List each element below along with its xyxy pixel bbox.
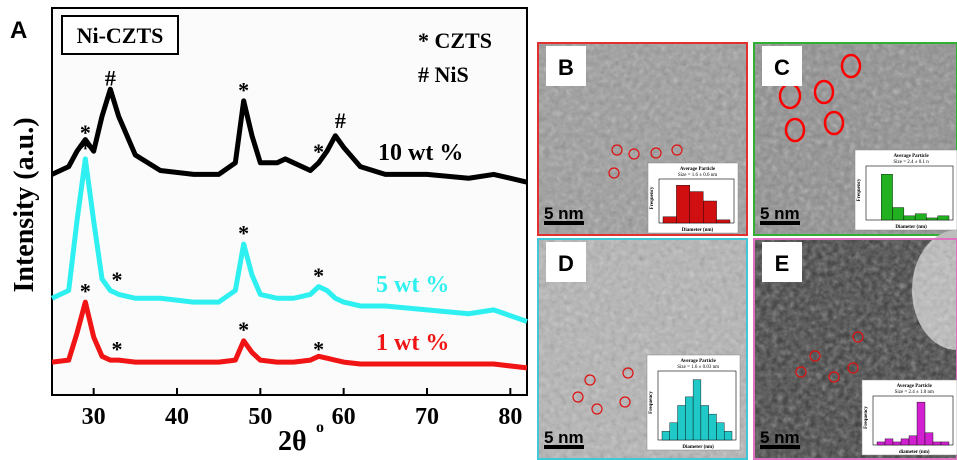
peak-marker: *: [313, 337, 324, 362]
scale-bar-label: 5 nm: [760, 204, 800, 223]
key-entry: * CZTS: [418, 28, 492, 53]
inset-bar: [685, 396, 694, 441]
inset-bar: [914, 213, 927, 221]
panel-label: C: [774, 55, 790, 80]
scale-bar-label: 5 nm: [760, 428, 800, 447]
inset-bar: [903, 215, 916, 221]
inset-bar: [703, 200, 717, 224]
inset-title: Average Particle: [680, 167, 716, 172]
inset-title: Average Particle: [897, 384, 933, 389]
inset-x-label: diameter (nm): [899, 450, 930, 455]
peak-marker: *: [313, 139, 324, 164]
inset-bar: [716, 219, 731, 224]
inset-bar: [884, 438, 894, 446]
inset-bar: [876, 441, 886, 446]
inset-x-label: Diameter (nm): [895, 225, 927, 230]
y-axis-title: Intensity (a.u.): [9, 117, 40, 292]
inset-bar: [881, 174, 893, 221]
inset-subtitle: Size = 1.6 ± 0.03 nm: [677, 365, 719, 370]
inset-bar: [892, 441, 902, 446]
peak-marker: *: [80, 279, 91, 304]
inset-title: Average Particle: [680, 359, 716, 364]
peak-marker: *: [112, 267, 123, 292]
inset-bar: [669, 422, 678, 441]
key-entry: # NiS: [418, 62, 469, 87]
x-axis-title: 2θ: [278, 426, 307, 457]
peak-marker: *: [112, 337, 123, 362]
panel-label: A: [10, 17, 27, 44]
inset-subtitle: Size = 2.4 ± 1.0 nm: [895, 390, 934, 395]
inset-bar: [689, 191, 704, 224]
x-tick-label: 70: [415, 404, 439, 430]
peak-marker: *: [80, 135, 91, 160]
inset-bar: [908, 435, 918, 446]
inset-bar: [662, 216, 677, 224]
inset-subtitle: Size = 2.4 ± 0.1 n: [893, 160, 929, 165]
inset-bar: [692, 379, 702, 441]
box-title: Ni-CZTS: [77, 23, 164, 48]
peak-marker: *: [313, 263, 324, 288]
series-label: 5 wt %: [376, 272, 449, 298]
scale-bar-label: 5 nm: [544, 204, 584, 223]
inset-bar: [916, 401, 926, 446]
title-box: [61, 15, 179, 55]
inset-y-label: Frequency: [649, 391, 654, 414]
panel-label-box: [546, 242, 586, 282]
inset-y-label: Frequency: [650, 186, 655, 209]
xrd-trace: [50, 86, 528, 185]
inset-subtitle: Size = 1.6 ± 0.6 nm: [678, 173, 717, 178]
inset-bar: [716, 422, 725, 441]
peak-marker: *: [238, 77, 249, 102]
inset-bar: [892, 207, 905, 221]
scale-bar-label: 5 nm: [544, 428, 584, 447]
panel-label-box: [762, 242, 802, 282]
xrd-trace: [51, 299, 528, 371]
series-label: 10 wt %: [378, 140, 463, 166]
inset-bar: [932, 441, 942, 446]
inset-bar: [900, 438, 910, 446]
panel-label-box: [546, 46, 586, 86]
xrd-trace: [50, 156, 528, 324]
x-axis-title-superscript: o: [316, 419, 324, 436]
inset-bar: [700, 405, 709, 441]
panel-label: E: [775, 251, 790, 276]
inset-bar: [708, 413, 717, 441]
inset-title: Average Particle: [893, 154, 929, 159]
x-tick-label: 60: [332, 404, 356, 430]
inset-bar: [677, 405, 686, 441]
inset-bar: [940, 441, 950, 446]
peak-marker: *: [80, 120, 91, 145]
inset-y-label: Frequency: [857, 178, 862, 201]
inset-bar: [724, 431, 733, 441]
x-tick-label: 40: [165, 404, 189, 430]
plot-frame: [51, 7, 528, 396]
peak-marker: #: [335, 108, 346, 133]
inset-x-label: Diameter (nm): [682, 228, 714, 233]
peak-marker: #: [105, 66, 116, 91]
peak-marker: *: [238, 317, 249, 342]
panel-label: B: [558, 55, 574, 80]
x-tick-label: 50: [248, 404, 272, 430]
panel-label-box: [762, 46, 802, 86]
series-label: 1 wt %: [376, 330, 449, 356]
x-tick-label: 30: [82, 404, 106, 430]
x-tick-label: 80: [498, 404, 522, 430]
inset-bar: [924, 432, 934, 446]
inset-bar: [926, 217, 938, 221]
inset-bar: [661, 431, 670, 441]
panel-label: D: [558, 251, 574, 276]
inset-bar: [937, 215, 950, 221]
inset-x-label: Diameter (nm): [682, 445, 714, 450]
inset-bar: [676, 185, 691, 224]
inset-y-label: Frequency: [864, 406, 869, 429]
peak-marker: *: [238, 220, 249, 245]
